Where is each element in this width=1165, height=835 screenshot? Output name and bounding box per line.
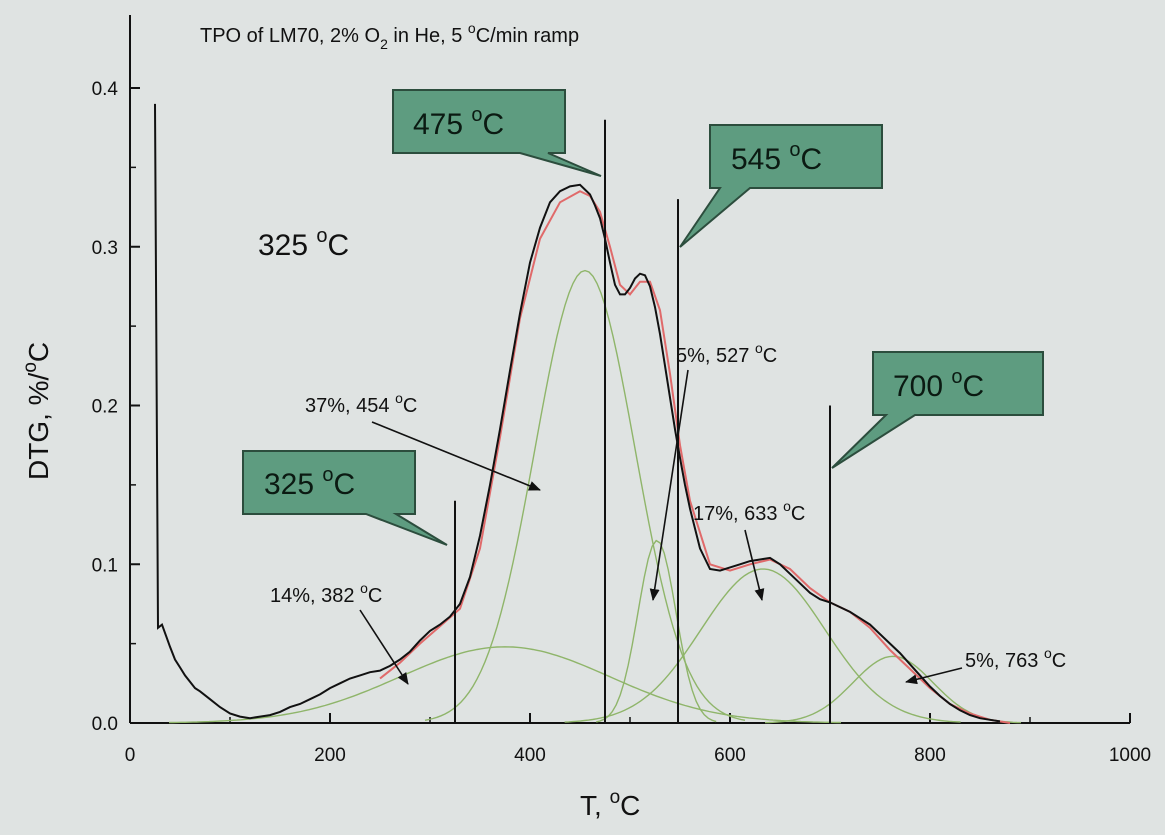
- annotation-454: 37%, 454 oC: [305, 390, 541, 491]
- svg-text:17%, 633 oC: 17%, 633 oC: [693, 498, 805, 525]
- arrow-527: [649, 369, 689, 601]
- x-tick-label: 800: [914, 745, 946, 766]
- x-tick-label: 1000: [1109, 745, 1151, 766]
- x-tick-label: 200: [314, 745, 346, 766]
- component-curve-3: [564, 568, 961, 723]
- svg-text:545 oC: 545 oC: [731, 139, 822, 176]
- y-axis-title: DTG, %/oC: [20, 342, 54, 480]
- callout-700: 700 oC: [831, 351, 1044, 469]
- x-tick-label: 400: [514, 745, 546, 766]
- annotation-763: 5%, 763 oC: [905, 645, 1066, 685]
- callout-325: 325 oC: [242, 450, 448, 546]
- y-tick-label: 0.1: [92, 555, 118, 576]
- callout-545: 545 oC: [679, 124, 883, 248]
- annotation-382: 14%, 382 oC: [270, 580, 409, 685]
- component-curve-0: [169, 646, 841, 724]
- svg-text:5%, 763 oC: 5%, 763 oC: [965, 645, 1066, 672]
- svg-text:700 oC: 700 oC: [893, 366, 984, 403]
- svg-text:37%, 454 oC: 37%, 454 oC: [305, 390, 417, 417]
- x-axis-title: T, oC: [580, 787, 640, 821]
- dtg-line: [154, 103, 1001, 723]
- fit-sum-line: [379, 190, 1011, 724]
- annotation-633: 17%, 633 oC: [693, 498, 805, 601]
- x-tick-label: 0: [125, 745, 136, 766]
- free-label-325: 325 oC: [258, 225, 349, 262]
- arrow-454: [371, 421, 541, 491]
- arrow-633: [744, 529, 765, 601]
- component-curve-1: [424, 269, 746, 721]
- vertical-markers: [454, 119, 831, 723]
- y-tick-label: 0.0: [92, 714, 118, 735]
- arrow-763: [905, 667, 963, 685]
- component-curve-2: [596, 539, 717, 723]
- svg-text:14%, 382 oC: 14%, 382 oC: [270, 580, 382, 607]
- y-tick-label: 0.4: [92, 79, 119, 100]
- annotation-527: 5%, 527 oC: [649, 340, 777, 601]
- chart-title: TPO of LM70, 2% O2 in He, 5 oC/min ramp: [200, 20, 579, 52]
- svg-text:325 oC: 325 oC: [264, 464, 355, 501]
- fit-components: [169, 269, 1022, 724]
- tick-labels: 0 200 400 600 800 1000 0.0 0.1 0.2 0.3 0.4: [92, 79, 1152, 766]
- arrow-382: [359, 609, 409, 685]
- svg-text:475 oC: 475 oC: [413, 104, 504, 141]
- callout-475: 475 oC: [392, 89, 602, 177]
- y-tick-label: 0.3: [92, 238, 118, 259]
- svg-text:5%, 527 oC: 5%, 527 oC: [676, 340, 777, 367]
- y-tick-label: 0.2: [92, 397, 118, 418]
- x-tick-label: 600: [714, 745, 746, 766]
